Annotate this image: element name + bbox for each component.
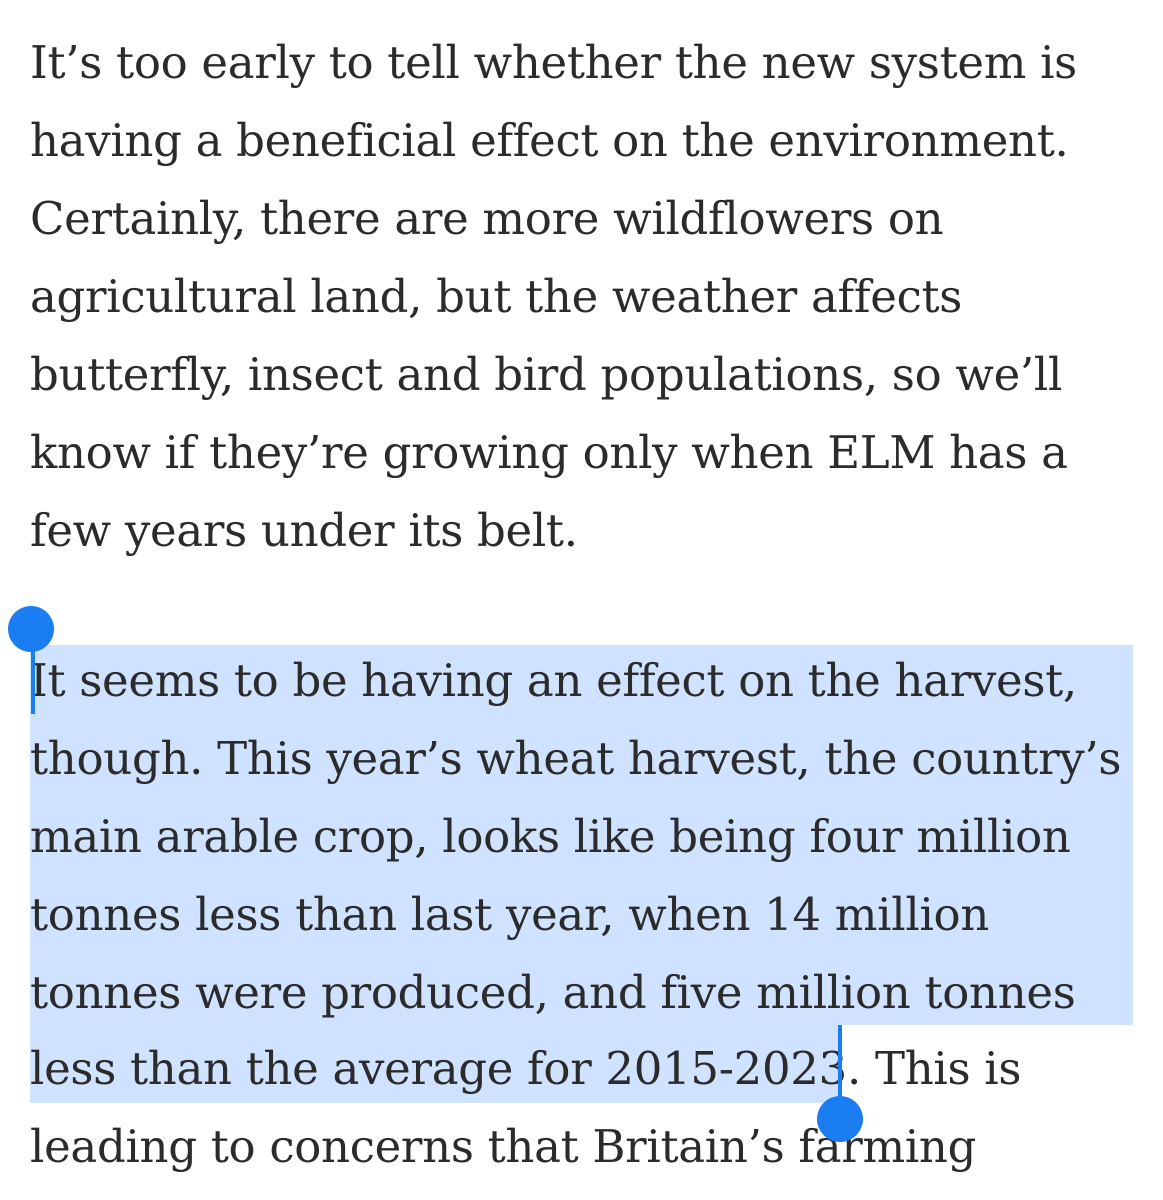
selected-text-line[interactable]: tonnes less than last year, when 14 mill… xyxy=(30,888,990,941)
selection-highlight xyxy=(30,645,1133,1025)
text-line: know if they’re growing only when ELM ha… xyxy=(30,426,1068,479)
unselected-text: . This is xyxy=(846,1042,1022,1095)
selected-text-line[interactable]: main arable crop, looks like being four … xyxy=(30,810,1071,863)
selection-end-handle[interactable] xyxy=(817,1096,863,1142)
text-line: agricultural land, but the weather affec… xyxy=(30,270,963,323)
selected-text-line[interactable]: It seems to be having an effect on the h… xyxy=(30,654,1077,707)
selection-start-caret xyxy=(31,640,35,714)
selected-text-tail[interactable]: less than the average for 2015-2023 xyxy=(30,1042,847,1095)
selected-text-line[interactable]: though. This year’s wheat harvest, the c… xyxy=(30,732,1122,785)
text-line: butterfly, insect and bird populations, … xyxy=(30,348,1063,401)
selection-highlight-last-line xyxy=(30,1025,842,1103)
text-line: having a beneficial effect on the enviro… xyxy=(30,114,1069,167)
selection-end-caret xyxy=(838,1025,842,1117)
text-line: few years under its belt. xyxy=(30,504,578,557)
selected-text-line-last[interactable]: less than the average for 2015-2023. Thi… xyxy=(30,1030,1021,1108)
selected-text-line[interactable]: tonnes were produced, and five million t… xyxy=(30,966,1076,1019)
text-line: It’s too early to tell whether the new s… xyxy=(30,36,1077,89)
text-line: Certainly, there are more wildflowers on xyxy=(30,192,944,245)
